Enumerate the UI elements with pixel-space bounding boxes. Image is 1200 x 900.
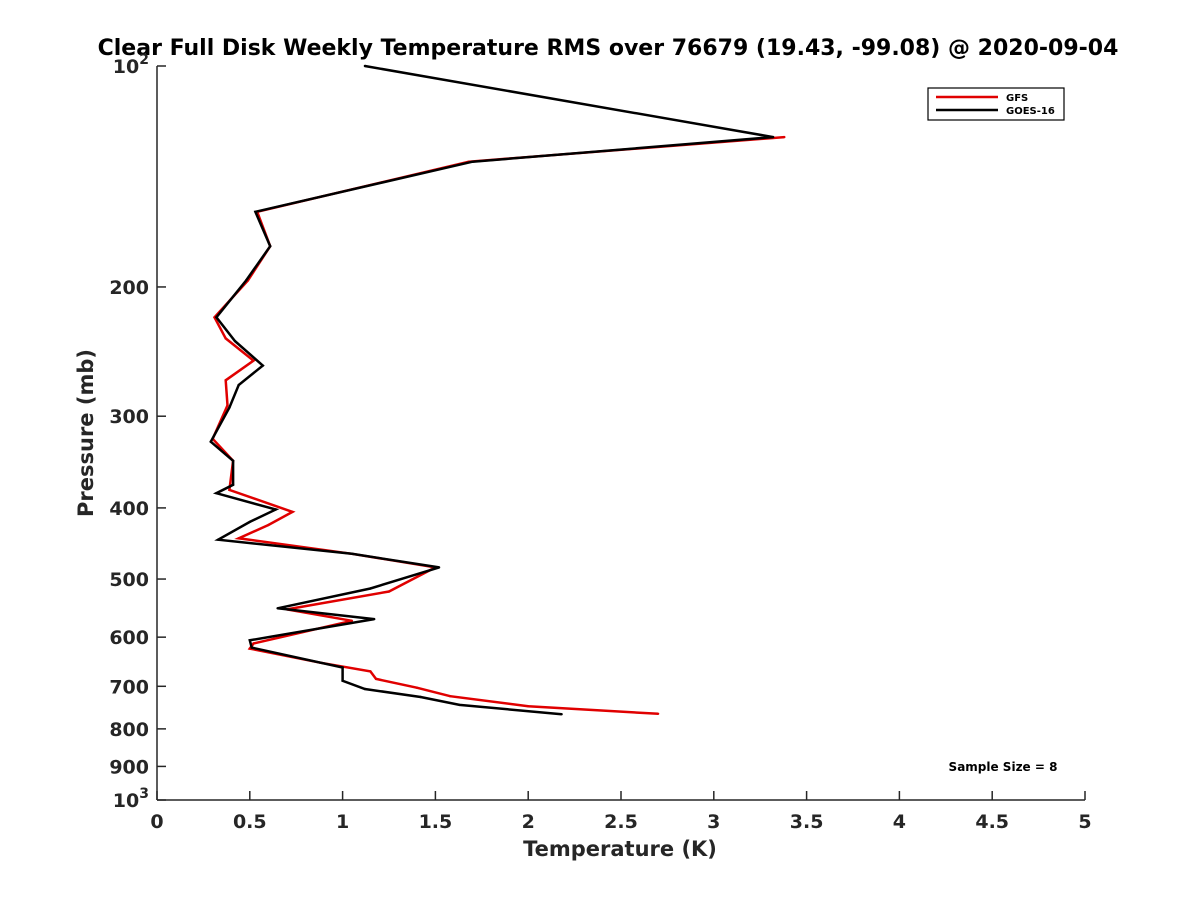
axes: 0 0.5 1 1.5 2 2.5 3 3.5 4 4.5 51022003004005006007…	[109, 52, 1091, 833]
data-point-goes-16	[269, 245, 272, 248]
data-point-goes-16	[261, 364, 264, 367]
data-point-gfs	[374, 677, 378, 681]
x-tick-label: 2.5	[604, 811, 638, 833]
data-point-gfs	[527, 705, 530, 708]
data-point-gfs	[224, 337, 227, 340]
data-point-gfs	[656, 712, 660, 715]
legend-label: GOES-16	[1006, 106, 1055, 117]
data-point-goes-16	[471, 160, 474, 163]
legend-box	[927, 87, 1065, 121]
data-point-gfs	[252, 642, 255, 645]
data-point-goes-16	[215, 492, 218, 495]
data-point-goes-16	[209, 440, 212, 443]
data-point-goes-16	[437, 566, 441, 569]
data-point-gfs	[267, 523, 270, 527]
data-point-goes-16	[350, 552, 354, 555]
x-tick-label: 4.5	[975, 811, 1009, 833]
data-point-goes-16	[244, 279, 248, 282]
legend: GFS GOES-16	[927, 87, 1065, 121]
data-point-gfs	[237, 537, 240, 540]
legend-label: GFS	[1006, 93, 1028, 104]
y-tick-label-base: 700	[109, 676, 149, 698]
data-point-goes-16	[560, 713, 563, 716]
y-tick-label-base: 900	[109, 756, 149, 778]
data-point-goes-16	[231, 459, 235, 462]
y-tick-label-exponent: 3	[139, 786, 149, 802]
y-tick-label: 300	[109, 406, 149, 428]
y-tick-label: 103	[113, 786, 149, 812]
data-point-goes-16	[248, 520, 251, 524]
data-point-gfs	[228, 488, 231, 492]
data-point-goes-16	[341, 679, 344, 682]
x-tick-label: 4	[893, 811, 906, 833]
data-point-gfs	[226, 404, 229, 407]
data-point-goes-16	[274, 508, 277, 511]
data-point-goes-16	[373, 617, 376, 621]
y-tick-label: 500	[109, 569, 149, 591]
data-point-goes-16	[231, 483, 235, 486]
x-tick-label: 0	[150, 811, 163, 833]
data-point-goes-16	[217, 538, 220, 541]
y-tick-label: 900	[109, 756, 149, 778]
data-point-goes-16	[248, 639, 251, 642]
y-tick-label-base: 800	[109, 719, 149, 741]
data-point-goes-16	[363, 687, 367, 691]
y-tick-label-base: 300	[109, 406, 149, 428]
data-point-gfs	[387, 590, 391, 593]
data-point-goes-16	[419, 695, 422, 699]
data-point-gfs	[291, 510, 294, 514]
data-point-gfs	[783, 135, 786, 139]
data-point-goes-16	[250, 646, 253, 649]
data-point-gfs	[449, 695, 452, 698]
data-point-goes-16	[228, 406, 231, 409]
y-tick-label-exponent: 2	[139, 52, 149, 68]
y-tick-label: 800	[109, 719, 149, 741]
plot-series	[209, 64, 786, 716]
data-point-gfs	[224, 379, 227, 382]
data-point-goes-16	[363, 64, 367, 68]
y-tick-label: 200	[109, 277, 149, 299]
y-tick-label-base: 200	[109, 277, 149, 299]
chart-title: Clear Full Disk Weekly Temperature RMS o…	[98, 36, 1119, 61]
data-point-goes-16	[772, 135, 775, 139]
data-point-gfs	[369, 670, 372, 673]
data-point-gfs	[248, 647, 251, 650]
data-point-goes-16	[237, 383, 240, 387]
data-point-gfs	[350, 619, 354, 622]
x-tick-label: 3.5	[790, 811, 824, 833]
y-tick-label: 700	[109, 676, 149, 698]
x-tick-label: 1.5	[419, 811, 453, 833]
x-tick-label: 3	[707, 811, 720, 833]
data-point-goes-16	[233, 339, 237, 343]
data-point-gfs	[415, 686, 418, 689]
y-tick-label-base: 400	[109, 498, 149, 520]
x-tick-label: 0.5	[233, 811, 267, 833]
data-point-gfs	[213, 316, 216, 319]
data-point-goes-16	[458, 703, 461, 707]
data-point-gfs	[252, 359, 255, 362]
data-point-goes-16	[215, 316, 218, 319]
x-tick-label: 5	[1078, 811, 1091, 833]
y-tick-label: 102	[113, 52, 149, 78]
y-tick-label: 400	[109, 498, 149, 520]
x-tick-label: 2	[522, 811, 535, 833]
y-tick-label-base: 10	[113, 56, 139, 78]
y-tick-label-base: 600	[109, 627, 149, 649]
y-tick-label: 600	[109, 627, 149, 649]
data-point-goes-16	[276, 607, 279, 610]
x-tick-label: 1	[336, 811, 349, 833]
y-tick-label-base: 10	[113, 790, 139, 812]
sample-size-annotation: Sample Size = 8	[949, 760, 1058, 774]
x-axis-label: Temperature (K)	[523, 837, 717, 861]
data-point-goes-16	[369, 587, 372, 590]
data-point-goes-16	[341, 666, 344, 669]
y-axis-label: Pressure (mb)	[74, 349, 98, 517]
y-tick-label-base: 500	[109, 569, 149, 591]
data-point-goes-16	[254, 210, 257, 213]
